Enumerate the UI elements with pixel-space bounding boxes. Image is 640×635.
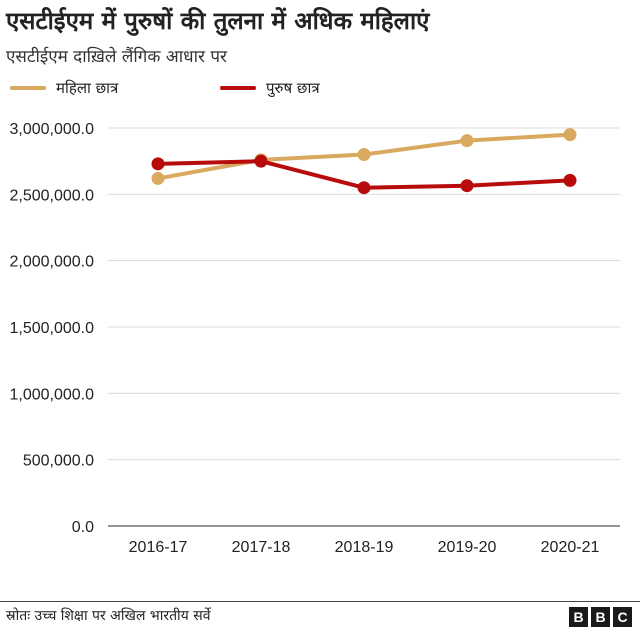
data-point-male <box>254 154 268 168</box>
legend: महिला छात्र पुरुष छात्र <box>0 78 640 102</box>
data-point-male <box>151 157 165 171</box>
y-tick-label: 1,000,000.0 <box>9 386 94 403</box>
x-tick-label: 2020-21 <box>541 539 600 556</box>
y-axis: 0.0 500,000.0 1,000,000.0 1,500,000.0 2,000,… <box>9 121 94 536</box>
data-point-female <box>563 128 577 142</box>
y-tick-label: 2,500,000.0 <box>9 187 94 204</box>
chart-title: एसटीईएम में पुरुषों की तुलना में अधिक मह… <box>6 7 430 35</box>
bbc-logo: B B C <box>569 607 632 627</box>
data-point-male <box>563 173 577 187</box>
x-axis: 2016-17 2017-18 2018-19 2019-20 2020-21 <box>129 539 600 556</box>
footer-divider <box>0 601 640 602</box>
chart-subtitle: एसटीईएम दाख़िले लैंगिक आधार पर <box>6 47 228 67</box>
y-tick-label: 1,500,000.0 <box>9 320 94 337</box>
grid-lines <box>108 127 620 527</box>
data-point-male <box>460 179 474 193</box>
source-note: स्रोतः उच्च शिक्षा पर अखिल भारतीय सर्वे <box>6 608 211 624</box>
data-point-female <box>151 171 165 185</box>
x-tick-label: 2018-19 <box>335 539 394 556</box>
legend-swatch-male <box>220 86 256 90</box>
logo-letter-b2: B <box>591 607 610 627</box>
series-group <box>151 128 577 195</box>
y-tick-label: 500,000.0 <box>23 453 94 470</box>
legend-label-male: पुरुष छात्र <box>266 79 320 97</box>
data-point-female <box>460 134 474 148</box>
legend-swatch-female <box>10 86 46 90</box>
x-tick-label: 2016-17 <box>129 539 188 556</box>
legend-item-female: महिला छात्र <box>10 78 118 98</box>
x-tick-label: 2017-18 <box>232 539 291 556</box>
logo-letter-b1: B <box>569 607 588 627</box>
legend-item-male: पुरुष छात्र <box>220 78 320 98</box>
y-tick-label: 3,000,000.0 <box>9 121 94 138</box>
legend-label-female: महिला छात्र <box>56 79 119 97</box>
line-chart: 0.0 500,000.0 1,000,000.0 1,500,000.0 2,000,… <box>9 121 620 556</box>
data-point-male <box>357 181 371 195</box>
data-point-female <box>357 148 371 162</box>
x-tick-label: 2019-20 <box>438 539 497 556</box>
logo-letter-c: C <box>613 607 632 627</box>
y-tick-label: 2,000,000.0 <box>9 254 94 271</box>
y-tick-label: 0.0 <box>72 519 94 536</box>
